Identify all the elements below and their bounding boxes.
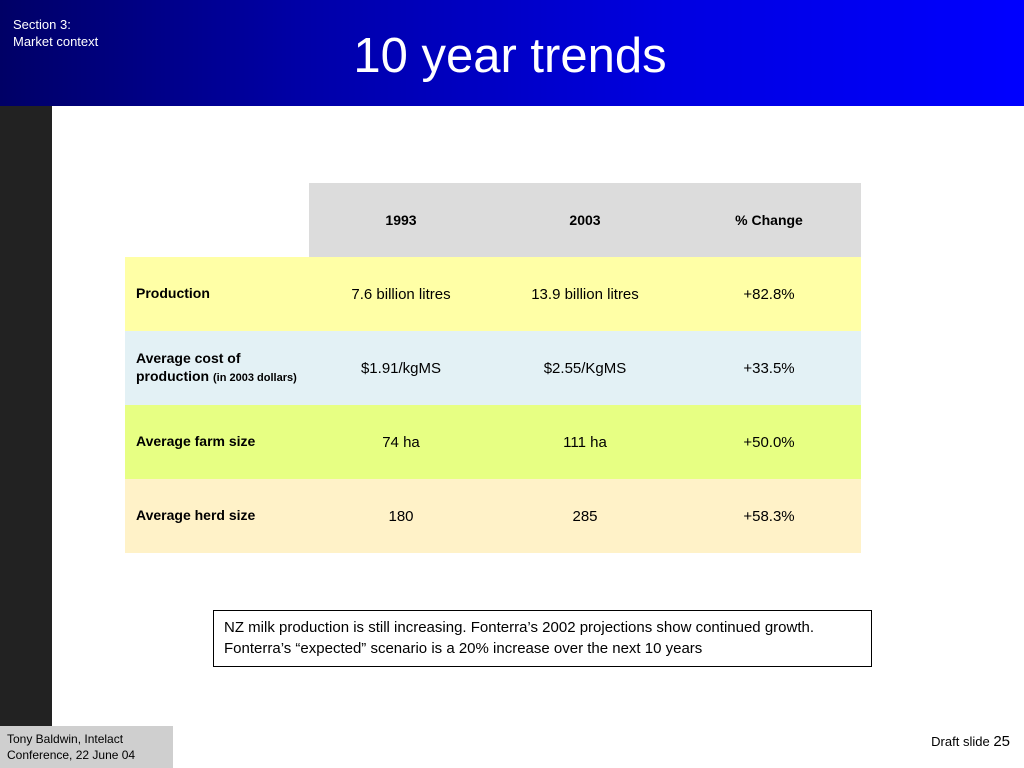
cell-1993: $1.91/kgMS: [309, 331, 493, 405]
row-label-text: Average farm size: [136, 433, 256, 449]
author-line-2: Conference, 22 June 04: [7, 748, 136, 762]
row-label-text: Average herd size: [136, 507, 256, 523]
row-label-note: (in 2003 dollars): [213, 372, 297, 384]
section-line-2: Market context: [13, 34, 99, 49]
author-box: Tony Baldwin, Intelact Conference, 22 Ju…: [0, 726, 173, 768]
header-1993: 1993: [309, 183, 493, 257]
header-change: % Change: [677, 183, 861, 257]
cell-change: +82.8%: [677, 257, 861, 331]
section-label: Section 3: Market context: [13, 16, 98, 50]
cell-1993: 7.6 billion litres: [309, 257, 493, 331]
author-text: Tony Baldwin, Intelact Conference, 22 Ju…: [7, 731, 135, 763]
table-row: Average farm size 74 ha 111 ha +50.0%: [125, 405, 861, 479]
cell-2003: 111 ha: [493, 405, 677, 479]
summary-note-box: NZ milk production is still increasing. …: [213, 610, 872, 667]
slide-number-footer: Draft slide 25: [931, 733, 1010, 750]
row-label: Average farm size: [125, 405, 309, 479]
table-row: Average herd size 180 285 +58.3%: [125, 479, 861, 553]
slide-number: 25: [993, 733, 1010, 750]
cell-2003: 285: [493, 479, 677, 553]
row-label: Average herd size: [125, 479, 309, 553]
cell-2003: 13.9 billion litres: [493, 257, 677, 331]
header-blank-cell: [125, 183, 309, 257]
draft-label: Draft slide: [931, 734, 990, 749]
left-sidebar-bar: [0, 106, 52, 726]
slide-header: Section 3: Market context 10 year trends: [0, 0, 1024, 106]
row-label-text: Average cost of production: [136, 350, 241, 384]
row-label: Production: [125, 257, 309, 331]
author-line-1: Tony Baldwin, Intelact: [7, 732, 124, 746]
row-label-text: Production: [136, 285, 210, 301]
table-header-row: 1993 2003 % Change: [125, 183, 861, 257]
cell-change: +50.0%: [677, 405, 861, 479]
trends-table: 1993 2003 % Change Production 7.6 billio…: [125, 183, 861, 553]
header-2003: 2003: [493, 183, 677, 257]
cell-change: +33.5%: [677, 331, 861, 405]
cell-1993: 74 ha: [309, 405, 493, 479]
cell-change: +58.3%: [677, 479, 861, 553]
section-line-1: Section 3:: [13, 17, 71, 32]
row-label: Average cost of production (in 2003 doll…: [125, 331, 309, 405]
table-row: Average cost of production (in 2003 doll…: [125, 331, 861, 405]
table-row: Production 7.6 billion litres 13.9 billi…: [125, 257, 861, 331]
cell-2003: $2.55/KgMS: [493, 331, 677, 405]
cell-1993: 180: [309, 479, 493, 553]
slide-title: 10 year trends: [353, 29, 667, 83]
